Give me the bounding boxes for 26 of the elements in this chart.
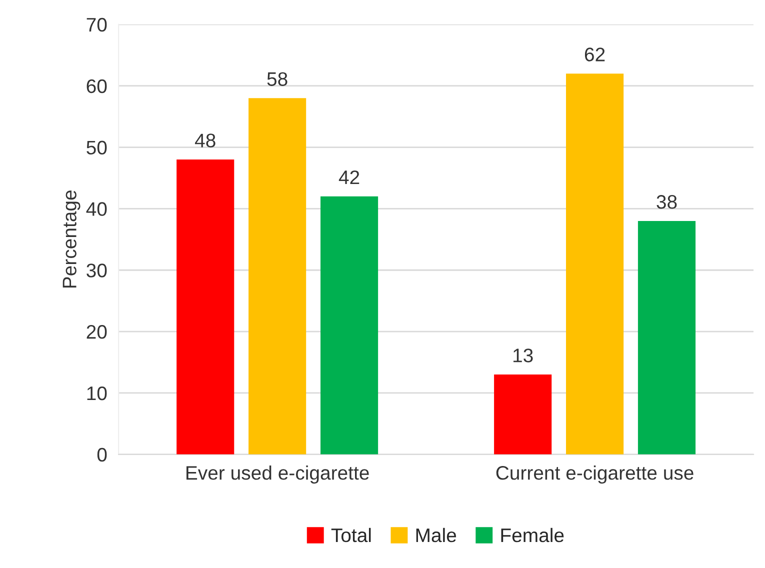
y-tick-label: 10 <box>87 386 107 400</box>
y-tick-label: 0 <box>97 448 107 462</box>
bar <box>638 220 696 454</box>
bar <box>176 160 234 454</box>
data-label: 62 <box>584 48 605 62</box>
bar <box>494 374 552 454</box>
bar <box>248 98 306 454</box>
y-tick-label: 40 <box>86 202 107 216</box>
legend-label: Total <box>331 528 371 542</box>
y-tick-label: 60 <box>86 79 107 94</box>
bar <box>320 196 378 454</box>
y-tick-label: 20 <box>86 325 107 339</box>
legend-label: Male <box>416 528 456 542</box>
data-label: 42 <box>338 170 360 184</box>
x-tick-label: Current e-cigarette use <box>496 466 694 484</box>
y-tick-label: 70 <box>86 18 107 32</box>
x-tick-label: Ever used e-cigarette <box>186 466 369 484</box>
bar <box>566 74 624 454</box>
data-label: 38 <box>656 195 677 209</box>
y-axis-title: Percentage <box>62 190 80 288</box>
data-label: 13 <box>513 348 533 362</box>
legend-label: Female <box>501 528 564 542</box>
y-tick-label: 50 <box>86 140 107 155</box>
data-label: 58 <box>267 72 288 86</box>
data-label: 48 <box>194 134 216 148</box>
y-tick-label: 30 <box>86 264 107 278</box>
